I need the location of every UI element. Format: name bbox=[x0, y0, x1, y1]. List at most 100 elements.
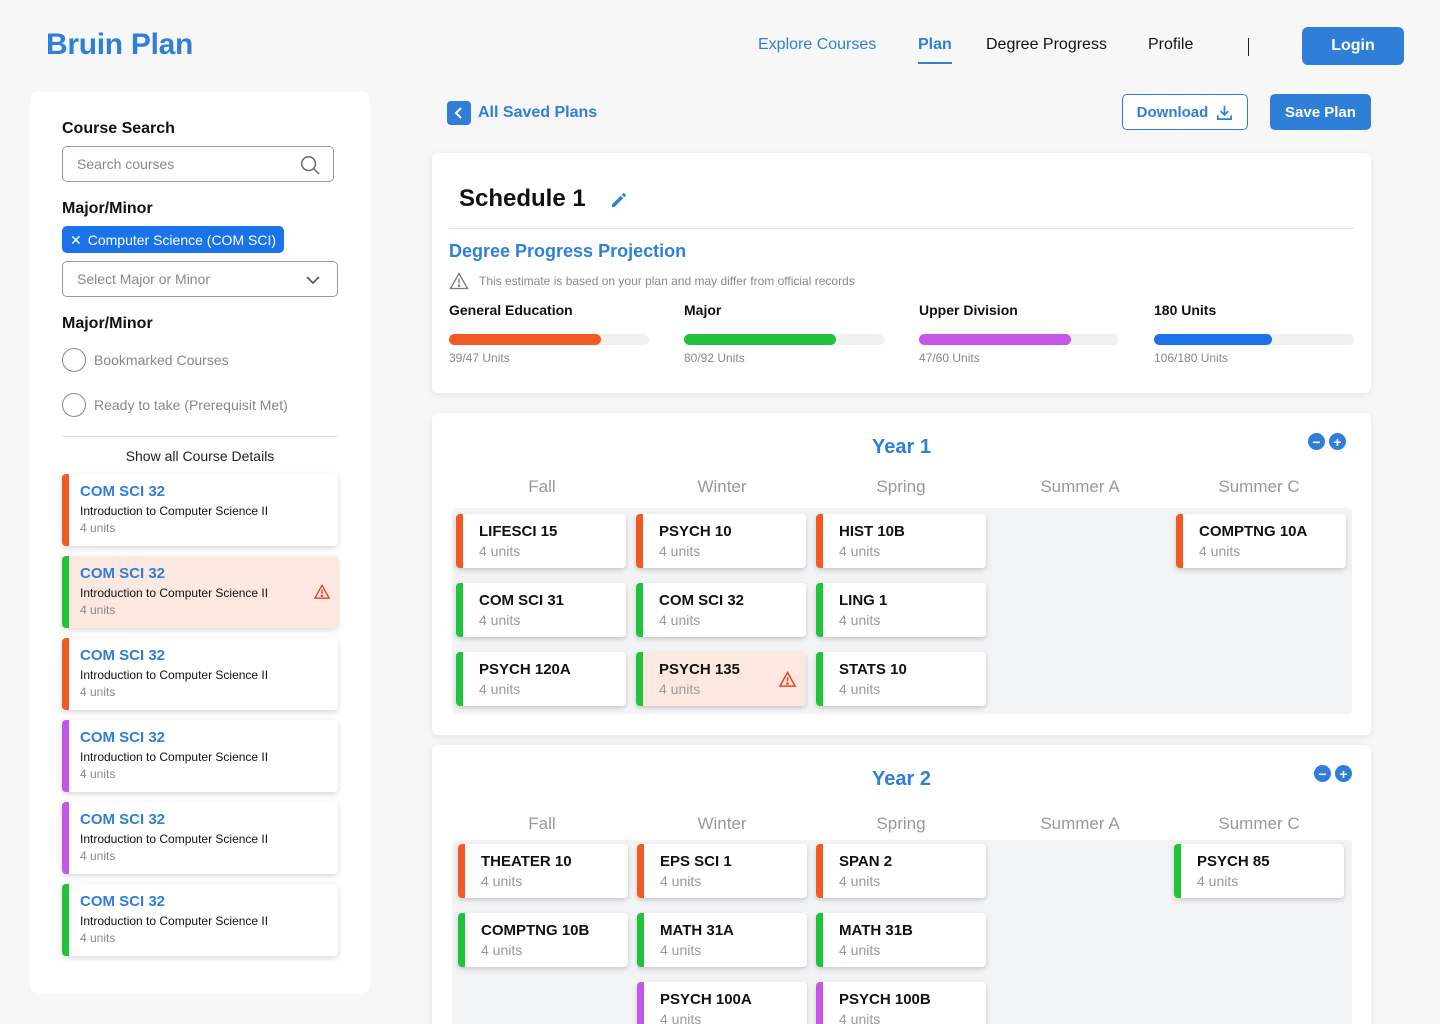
add-year-icon[interactable]: + bbox=[1335, 765, 1352, 782]
category-color-bar bbox=[816, 583, 823, 637]
download-label: Download bbox=[1136, 103, 1209, 121]
planned-course-card[interactable]: COMPTNG 10B 4 units bbox=[458, 913, 628, 967]
term-header-spring: Spring bbox=[876, 814, 926, 833]
radio-button[interactable] bbox=[62, 393, 86, 417]
course-code: COM SCI 32 bbox=[659, 592, 745, 609]
term-header-summer-a: Summer A bbox=[1040, 814, 1120, 833]
planned-course-card[interactable]: PSYCH 100B 4 units bbox=[816, 982, 986, 1024]
term-header-winter: Winter bbox=[697, 477, 747, 496]
login-button[interactable]: Login bbox=[1302, 27, 1404, 65]
planned-course-card[interactable]: PSYCH 10 4 units bbox=[636, 514, 806, 568]
course-name: Introduction to Computer Science II bbox=[80, 914, 269, 928]
course-code: PSYCH 85 bbox=[1197, 853, 1270, 870]
planned-course-card[interactable]: STATS 10 4 units bbox=[816, 652, 986, 706]
edit-pencil-icon[interactable] bbox=[609, 190, 629, 210]
sidebar-course-card[interactable]: COM SCI 32 Introduction to Computer Scien… bbox=[62, 474, 338, 546]
sidebar-course-card[interactable]: COM SCI 32 Introduction to Computer Scien… bbox=[62, 884, 338, 956]
planned-course-card[interactable]: SPAN 2 4 units bbox=[816, 844, 986, 898]
year-title: Year 2 bbox=[872, 768, 931, 790]
category-color-bar bbox=[636, 583, 643, 637]
planned-course-card[interactable]: PSYCH 120A 4 units bbox=[456, 652, 626, 706]
sidebar-divider bbox=[62, 436, 338, 437]
remove-year-icon[interactable]: − bbox=[1314, 765, 1331, 782]
course-code: PSYCH 100B bbox=[839, 991, 931, 1008]
year-title: Year 1 bbox=[872, 436, 931, 458]
category-color-bar bbox=[637, 982, 644, 1024]
radio-button[interactable] bbox=[62, 348, 86, 372]
progress-track bbox=[449, 334, 649, 345]
course-code: COM SCI 32 bbox=[80, 893, 166, 910]
nav-degree-progress[interactable]: Degree Progress bbox=[986, 36, 1107, 53]
show-all-details-link[interactable]: Show all Course Details bbox=[125, 448, 275, 464]
course-units: 4 units bbox=[80, 521, 116, 535]
course-units: 4 units bbox=[80, 931, 116, 945]
planned-course-card[interactable]: PSYCH 85 4 units bbox=[1174, 844, 1344, 898]
course-units: 4 units bbox=[479, 681, 521, 697]
remove-year-icon[interactable]: − bbox=[1308, 433, 1325, 450]
nav-profile[interactable]: Profile bbox=[1148, 36, 1194, 53]
save-plan-button[interactable]: Save Plan bbox=[1270, 94, 1371, 130]
major-chip[interactable]: ✕ Computer Science (COM SCI) bbox=[62, 226, 285, 253]
filter-ready-to-take[interactable]: Ready to take (Prerequisit Met) bbox=[62, 393, 288, 417]
all-saved-plans-link[interactable]: All Saved Plans bbox=[447, 101, 597, 125]
category-color-bar bbox=[1174, 844, 1181, 898]
progress-fill bbox=[449, 334, 601, 345]
sidebar-course-card[interactable]: COM SCI 32 Introduction to Computer Scien… bbox=[62, 556, 338, 628]
planned-course-card[interactable]: COMPTNG 10A 4 units bbox=[1176, 514, 1346, 568]
planned-course-card[interactable]: COM SCI 31 4 units bbox=[456, 583, 626, 637]
course-units: 4 units bbox=[80, 767, 116, 781]
filter-title: Major/Minor bbox=[62, 315, 153, 332]
course-code: PSYCH 120A bbox=[479, 661, 571, 678]
chevron-down-icon bbox=[306, 276, 320, 285]
term-header-summer-c: Summer C bbox=[1218, 477, 1300, 496]
course-code: MATH 31B bbox=[839, 922, 913, 939]
course-code: COM SCI 31 bbox=[479, 592, 565, 609]
course-units: 4 units bbox=[659, 681, 701, 697]
planned-course-card[interactable]: COM SCI 32 4 units bbox=[636, 583, 806, 637]
course-code: THEATER 10 bbox=[481, 853, 572, 870]
filter-label: Bookmarked Courses bbox=[94, 352, 229, 368]
major-select[interactable]: Select Major or Minor bbox=[62, 261, 338, 297]
planned-course-card[interactable]: THEATER 10 4 units bbox=[458, 844, 628, 898]
sidebar-course-card[interactable]: COM SCI 32 Introduction to Computer Scien… bbox=[62, 720, 338, 792]
progress-fill bbox=[684, 334, 836, 345]
app-logo[interactable]: Bruin Plan bbox=[46, 28, 194, 61]
sidebar-course-card[interactable]: COM SCI 32 Introduction to Computer Scien… bbox=[62, 802, 338, 874]
progress-label: 180 Units bbox=[1154, 302, 1217, 318]
download-button[interactable]: Download bbox=[1122, 94, 1248, 130]
nav-explore-courses[interactable]: Explore Courses bbox=[758, 36, 877, 53]
planned-course-card[interactable]: EPS SCI 1 4 units bbox=[637, 844, 807, 898]
course-code: COM SCI 32 bbox=[80, 647, 166, 664]
category-color-bar bbox=[456, 652, 463, 706]
planned-course-card[interactable]: LIFESCI 15 4 units bbox=[456, 514, 626, 568]
course-units: 4 units bbox=[839, 612, 881, 628]
planned-course-card[interactable]: LING 1 4 units bbox=[816, 583, 986, 637]
planned-course-card[interactable]: MATH 31B 4 units bbox=[816, 913, 986, 967]
term-header-fall: Fall bbox=[528, 814, 556, 833]
add-year-icon[interactable]: + bbox=[1329, 433, 1346, 450]
progress-label: Major bbox=[684, 302, 722, 318]
sidebar-course-card[interactable]: COM SCI 32 Introduction to Computer Scien… bbox=[62, 638, 338, 710]
course-code: PSYCH 10 bbox=[659, 523, 732, 540]
course-units: 4 units bbox=[481, 942, 523, 958]
course-units: 4 units bbox=[660, 942, 702, 958]
filter-bookmarked[interactable]: Bookmarked Courses bbox=[62, 348, 229, 372]
remove-chip-icon[interactable]: ✕ bbox=[70, 231, 82, 248]
search-icon[interactable] bbox=[299, 154, 321, 176]
year-controls: − + bbox=[1314, 765, 1352, 782]
planned-course-card[interactable]: MATH 31A 4 units bbox=[637, 913, 807, 967]
nav-plan[interactable]: Plan bbox=[918, 36, 952, 64]
planned-course-card[interactable]: PSYCH 100A 4 units bbox=[637, 982, 807, 1024]
chevron-left-icon[interactable] bbox=[447, 101, 471, 125]
progress-fill bbox=[919, 334, 1071, 345]
course-units: 4 units bbox=[839, 942, 881, 958]
progress-units-text: 39/47 Units bbox=[449, 351, 510, 365]
planned-course-card[interactable]: PSYCH 135 4 units bbox=[636, 652, 806, 706]
course-search-sidebar: Course Search Major/Minor ✕ Computer Sci… bbox=[30, 92, 370, 994]
search-input[interactable] bbox=[63, 147, 293, 181]
category-color-bar bbox=[458, 913, 465, 967]
term-header-summer-c: Summer C bbox=[1218, 814, 1300, 833]
category-color-bar bbox=[636, 514, 643, 568]
planned-course-card[interactable]: HIST 10B 4 units bbox=[816, 514, 986, 568]
category-color-bar bbox=[62, 638, 69, 710]
